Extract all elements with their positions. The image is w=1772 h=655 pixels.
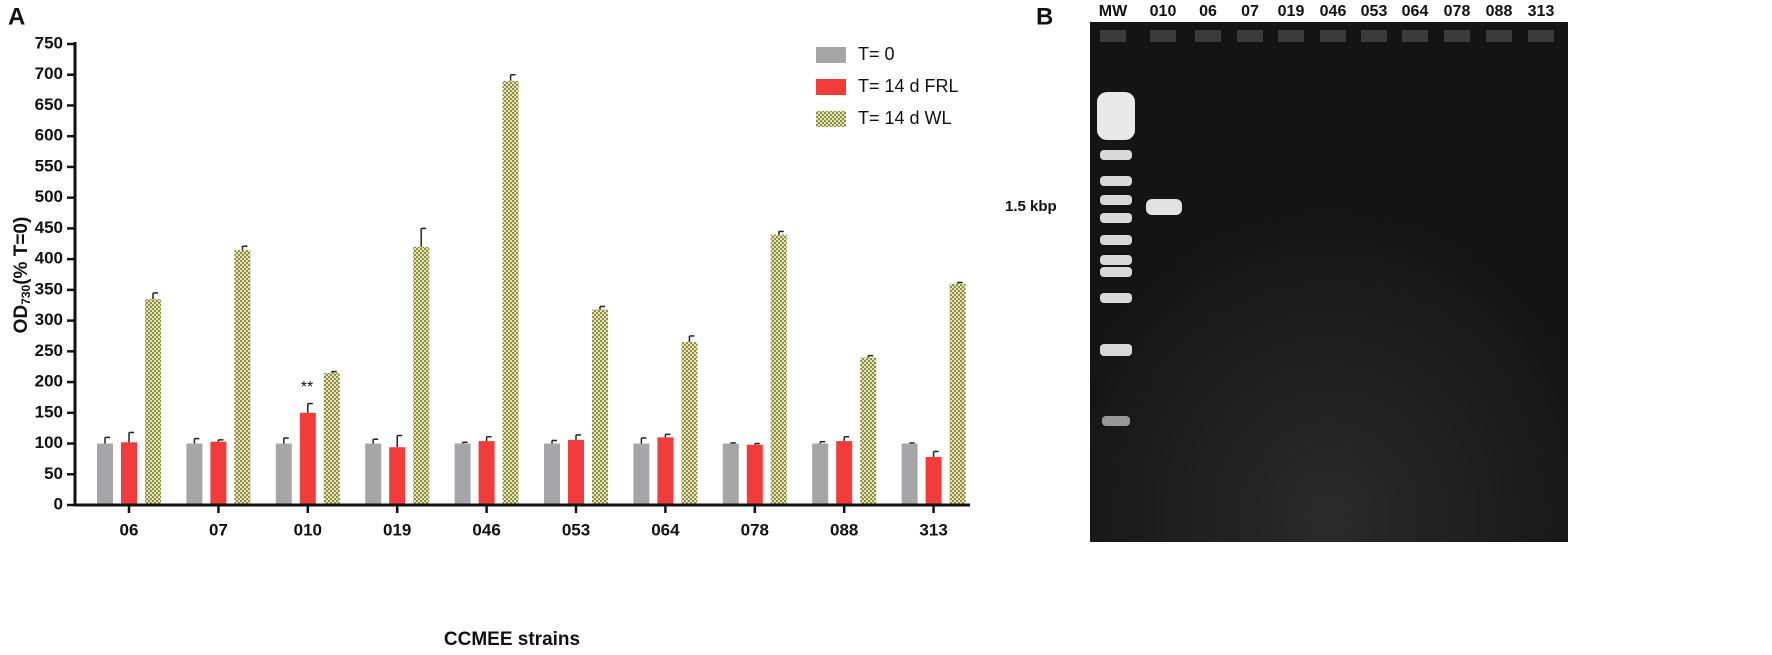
bar [413, 246, 430, 505]
y-tick-label: 200 [35, 372, 63, 391]
y-tick-label: 400 [35, 249, 63, 268]
legend-swatch [816, 79, 846, 95]
lane-label: 053 [1361, 3, 1388, 20]
y-axis-label: OD730(% T=0) [11, 217, 33, 334]
bar [299, 412, 316, 505]
y-tick-label: 550 [35, 156, 63, 175]
lane-label: 078 [1444, 3, 1471, 20]
bar [812, 443, 829, 505]
bar [633, 443, 650, 505]
bar [234, 249, 251, 505]
y-tick-label: 650 [35, 95, 63, 114]
x-tick-label: 313 [919, 520, 947, 539]
bar [365, 443, 382, 505]
lane-label: MW [1099, 3, 1128, 20]
bar [186, 443, 203, 505]
bar [568, 439, 584, 505]
bar [275, 443, 292, 505]
x-tick-label: 046 [472, 520, 500, 539]
lane-label: 046 [1320, 3, 1347, 20]
bar [478, 441, 495, 505]
bar [544, 443, 560, 505]
y-tick-label: 100 [35, 433, 63, 452]
bar [210, 441, 227, 505]
bar [925, 457, 942, 505]
lane-label: 313 [1528, 3, 1555, 20]
bar [592, 309, 608, 505]
bar [657, 437, 674, 505]
panel-label: A [8, 3, 25, 30]
y-tick-label: 350 [35, 279, 63, 298]
bar [836, 441, 853, 505]
bar [770, 234, 787, 505]
bar [681, 342, 698, 505]
y-tick-label: 700 [35, 64, 63, 83]
x-tick-label: 019 [383, 520, 411, 539]
bar [389, 447, 406, 505]
bar [97, 443, 113, 505]
legend-label: T= 14 d FRL [858, 76, 959, 96]
bar [454, 443, 471, 505]
pcr-band [1146, 199, 1182, 215]
x-tick-label: 010 [294, 520, 322, 539]
annotation: ** [301, 379, 313, 396]
x-tick-label: 088 [830, 520, 858, 539]
y-tick-label: 250 [35, 341, 63, 360]
y-tick-label: 500 [35, 187, 63, 206]
gel-image [1090, 22, 1568, 542]
y-tick-label: 50 [44, 464, 63, 483]
lane-label: 019 [1278, 3, 1305, 20]
lane-label: 064 [1402, 3, 1429, 20]
legend-label: T= 14 d WL [858, 108, 952, 128]
bar [722, 443, 739, 505]
lane-label: 010 [1150, 3, 1177, 20]
gel-background [1090, 22, 1568, 542]
y-tick-label: 450 [35, 218, 63, 237]
x-axis-label: CCMEE strains [444, 629, 580, 650]
y-tick-label: 300 [35, 310, 63, 329]
x-tick-label: 06 [120, 520, 139, 539]
panel-label: B [1036, 3, 1053, 30]
ladder-bands [1097, 92, 1135, 426]
x-tick-label: 064 [651, 520, 680, 539]
y-tick-label: 0 [54, 494, 63, 513]
bar [145, 299, 161, 505]
wells [1100, 30, 1554, 42]
legend-swatch [816, 47, 846, 63]
x-tick-label: 078 [741, 520, 769, 539]
bar [746, 444, 763, 505]
y-tick-label: 150 [35, 402, 63, 421]
bar [860, 357, 877, 505]
y-tick-label: 750 [35, 33, 63, 52]
lane-label: 06 [1199, 3, 1217, 20]
legend-label: T= 0 [858, 44, 895, 64]
legend-swatch [816, 111, 846, 127]
marker-label: 1.5 kbp [1005, 198, 1057, 215]
lane-label: 088 [1486, 3, 1513, 20]
bar [502, 80, 519, 505]
bar [121, 442, 137, 505]
x-tick-label: 053 [562, 520, 590, 539]
y-tick-label: 600 [35, 126, 63, 145]
x-tick-label: 07 [209, 520, 228, 539]
bar [323, 372, 340, 505]
lane-label: 07 [1241, 3, 1259, 20]
bar [949, 283, 966, 505]
bar [901, 443, 918, 505]
